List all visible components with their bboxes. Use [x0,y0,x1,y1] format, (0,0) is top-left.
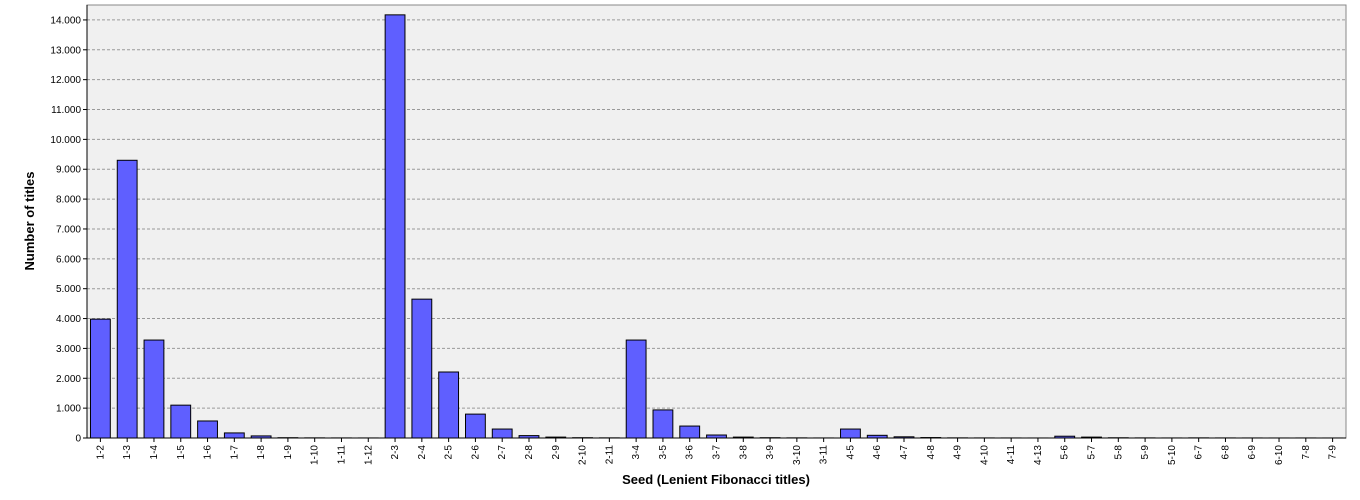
bar [652,409,674,439]
bar [732,436,754,439]
x-tick-label: 5-9 [1140,445,1151,460]
x-tick-label: 4-11 [1006,445,1017,465]
x-tick-label: 2-4 [417,445,428,460]
x-tick-label: 1-8 [256,445,267,460]
x-tick-label: 1-11 [336,445,347,465]
y-tick-label: 12.000 [50,75,81,86]
x-tick-label: 3-10 [792,445,803,465]
x-tick-label: 1-9 [283,445,294,460]
x-tick-label: 2-9 [551,445,562,460]
y-tick-label: 14.000 [50,15,81,26]
x-tick-label: 3-9 [765,445,776,460]
x-tick-label: 6-8 [1220,445,1231,460]
bar [89,318,111,439]
x-tick-label: 1-7 [229,445,240,460]
bar [411,298,433,439]
x-tick-label: 2-6 [470,445,481,460]
x-tick-label: 3-4 [631,445,642,460]
x-tick-label: 2-10 [578,445,589,465]
y-tick-label: 0 [75,434,81,445]
bar [250,435,272,439]
y-tick-label: 6.000 [56,254,81,265]
x-tick-label: 3-11 [819,445,830,465]
x-tick-label: 4-8 [926,445,937,460]
x-tick-label: 5-7 [1087,445,1098,460]
x-tick-label: 1-3 [122,445,133,460]
bar [170,404,192,439]
x-tick-label: 1-2 [95,445,106,460]
x-tick-label: 1-12 [363,445,374,465]
bar [679,425,701,439]
y-tick-label: 5.000 [56,284,81,295]
x-tick-label: 3-5 [658,445,669,460]
x-tick-label: 1-5 [176,445,187,460]
x-tick-label: 1-6 [203,445,214,460]
x-tick-label: 4-6 [872,445,883,460]
y-tick-label: 2.000 [56,374,81,385]
bar [197,420,218,439]
x-axis-title: Seed (Lenient Fibonacci titles) [622,472,810,487]
x-tick-label: 6-7 [1194,445,1205,460]
x-tick-label: 3-6 [685,445,696,460]
bar [116,159,138,439]
y-tick-label: 3.000 [56,344,81,355]
plot-area [86,4,1347,439]
x-tick-label: 3-7 [712,445,723,460]
x-tick-label: 7-8 [1301,445,1312,460]
bar [1054,435,1076,439]
x-tick-label: 3-8 [738,445,749,460]
bar [465,413,486,439]
y-tick-label: 10.000 [50,135,81,146]
x-tick-label: 2-8 [524,445,535,460]
x-tick-label: 5-10 [1167,445,1178,465]
y-tick-label: 1.000 [56,404,81,415]
bar [518,435,540,439]
bar [625,339,647,439]
bar [545,436,567,439]
y-tick-label: 9.000 [56,165,81,176]
x-tick-label: 6-10 [1274,445,1285,465]
x-tick-label: 2-7 [497,445,508,460]
x-tick-label: 4-5 [845,445,856,460]
bar [143,339,165,439]
y-axis-title: Number of titles [22,172,37,271]
y-tick-label: 4.000 [56,314,81,325]
x-tick-label: 2-3 [390,445,401,460]
bar [893,436,915,439]
x-tick-label: 1-10 [310,445,321,465]
y-tick-label: 11.000 [51,105,81,116]
x-tick-label: 5-6 [1060,445,1071,460]
x-tick-label: 7-9 [1328,445,1339,460]
x-tick-label: 4-9 [953,445,964,460]
x-tick-label: 6-9 [1247,445,1258,460]
bar [491,428,513,439]
bar [840,428,861,439]
bar [384,14,406,439]
x-tick-label: 2-11 [604,445,615,465]
bar [866,434,888,439]
x-tick-label: 2-5 [444,445,455,460]
y-tick-label: 8.000 [56,195,81,206]
y-tick-label: 7.000 [56,224,81,235]
y-tick-label: 13.000 [50,45,81,56]
bar [223,432,245,439]
x-tick-label: 1-4 [149,445,160,460]
x-tick-label: 4-13 [1033,445,1044,465]
x-tick-label: 5-8 [1113,445,1124,460]
x-tick-label: 4-10 [979,445,990,465]
bar [706,434,727,439]
bar [438,371,460,439]
x-tick-label: 4-7 [899,445,910,460]
bar [1081,436,1102,439]
